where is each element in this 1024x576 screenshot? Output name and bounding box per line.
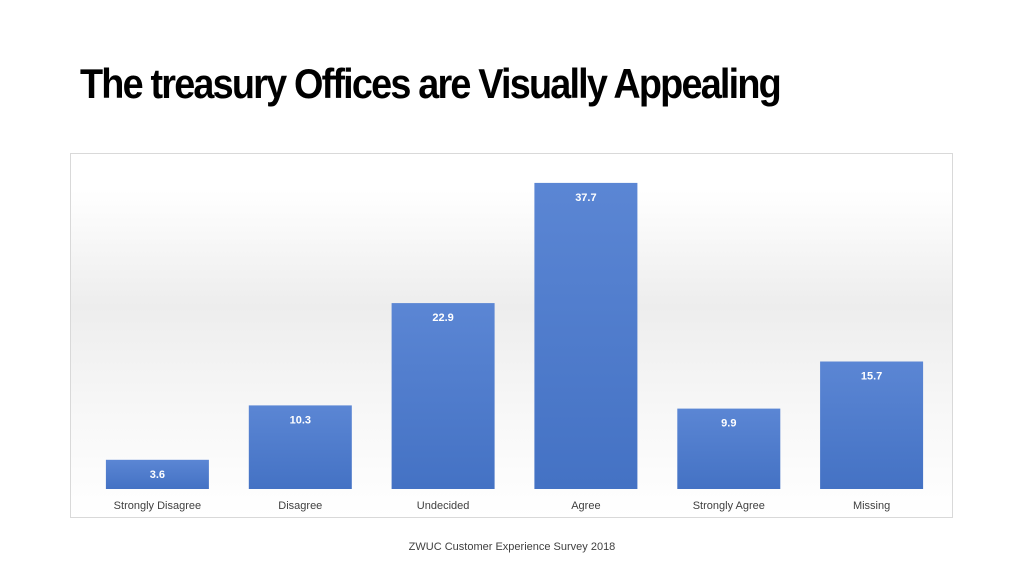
data-label: 15.7 <box>861 371 882 383</box>
bar-agree <box>534 182 638 489</box>
bar-strongly-disagree <box>105 459 209 489</box>
category-tick-label: Disagree <box>278 500 322 512</box>
bar-missing <box>820 361 924 489</box>
bars-layer <box>105 182 924 489</box>
category-tick-label: Strongly Disagree <box>114 500 201 512</box>
bar-chart: 3.6 Strongly Disagree 10.3 Disagree 22.9 Unde… <box>105 182 924 512</box>
slide-footer: ZWUC Customer Experience Survey 2018 <box>408 541 616 553</box>
chart-area: 3.6 Strongly Disagree 10.3 Disagree 22.9 Unde… <box>70 153 953 518</box>
data-label: 10.3 <box>290 414 311 426</box>
bar-disagree <box>248 405 352 489</box>
bar-strongly-agree <box>677 408 781 489</box>
data-label: 3.6 <box>150 469 165 481</box>
category-tick-label: Agree <box>571 500 600 512</box>
slide-title: The treasury Offices are Visually Appeal… <box>80 60 782 107</box>
data-label: 9.9 <box>721 418 736 430</box>
data-label: 22.9 <box>432 312 453 324</box>
category-tick-label: Missing <box>853 500 890 512</box>
category-tick-label: Undecided <box>417 500 470 512</box>
bar-undecided <box>391 303 495 489</box>
data-label: 37.7 <box>575 192 596 204</box>
labels-layer: 3.6 Strongly Disagree 10.3 Disagree 22.9 Unde… <box>114 192 891 512</box>
category-tick-label: Strongly Agree <box>693 500 765 512</box>
